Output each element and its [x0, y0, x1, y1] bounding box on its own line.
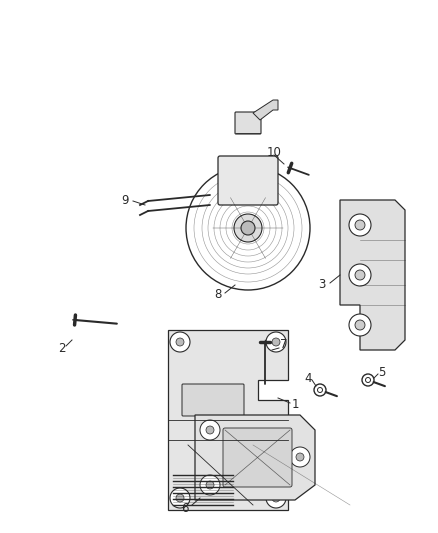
Polygon shape — [253, 100, 278, 120]
Circle shape — [272, 338, 280, 346]
Circle shape — [355, 320, 365, 330]
Circle shape — [241, 221, 255, 235]
Text: 5: 5 — [378, 366, 386, 378]
Text: 9: 9 — [121, 193, 129, 206]
Circle shape — [272, 494, 280, 502]
Circle shape — [355, 220, 365, 230]
Circle shape — [206, 426, 214, 434]
Circle shape — [170, 488, 190, 508]
FancyBboxPatch shape — [235, 112, 261, 134]
Polygon shape — [340, 200, 405, 350]
FancyBboxPatch shape — [218, 156, 278, 205]
Circle shape — [349, 264, 371, 286]
Text: 7: 7 — [280, 338, 287, 351]
Circle shape — [176, 338, 184, 346]
Circle shape — [170, 332, 190, 352]
FancyBboxPatch shape — [223, 428, 292, 487]
Circle shape — [349, 314, 371, 336]
Circle shape — [206, 481, 214, 489]
Circle shape — [266, 488, 286, 508]
Text: 10: 10 — [267, 146, 282, 158]
Text: 2: 2 — [58, 342, 66, 354]
Circle shape — [296, 453, 304, 461]
Circle shape — [200, 420, 220, 440]
Text: 3: 3 — [318, 279, 326, 292]
FancyBboxPatch shape — [182, 384, 244, 416]
Text: 8: 8 — [214, 288, 222, 302]
Text: 4: 4 — [304, 372, 312, 384]
Text: 6: 6 — [181, 502, 189, 514]
Circle shape — [349, 214, 371, 236]
Text: 1: 1 — [291, 399, 299, 411]
Circle shape — [176, 494, 184, 502]
Circle shape — [200, 475, 220, 495]
Polygon shape — [195, 415, 315, 500]
Circle shape — [266, 332, 286, 352]
Polygon shape — [168, 330, 288, 510]
Circle shape — [355, 270, 365, 280]
Circle shape — [290, 447, 310, 467]
Circle shape — [234, 214, 262, 242]
